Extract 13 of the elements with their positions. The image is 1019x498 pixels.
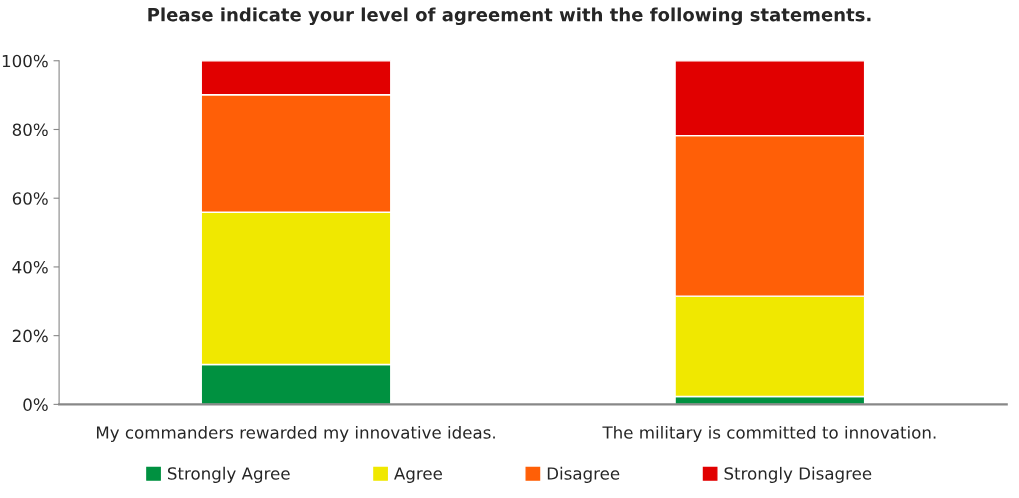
y-tick-label: 20% [12,329,48,343]
x-tick-label: The military is committed to innovation. [602,425,936,443]
legend-label: Strongly Disagree [724,466,872,483]
y-tick-label: 80% [12,123,48,137]
y-tick-label: 100% [2,54,48,68]
legend-label: Disagree [547,466,620,483]
legend-label: Strongly Agree [167,466,290,483]
y-tick-label: 40% [12,260,48,274]
y-tick-label: 0% [23,398,48,411]
chart-title: Please indicate your level of agreement with the following statements. [148,7,871,26]
y-tick-label: 60% [12,192,48,205]
x-tick-label: My commanders rewarded my innovative ideas. [96,425,495,443]
legend-label: Agree [394,467,442,483]
